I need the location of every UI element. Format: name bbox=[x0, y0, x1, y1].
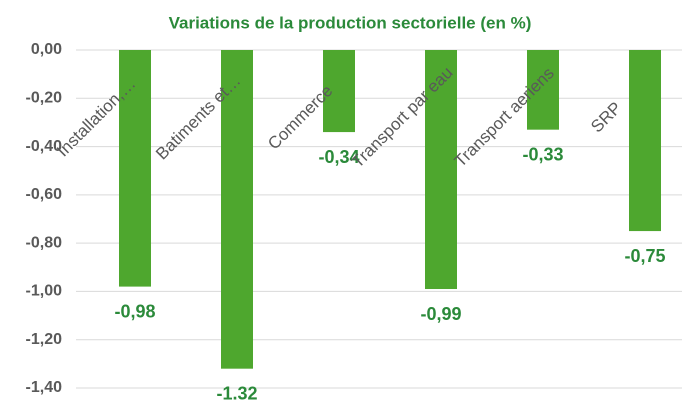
value-label: -0,75 bbox=[624, 246, 665, 266]
chart-title: Variations de la production sectorielle … bbox=[169, 13, 532, 32]
value-label: -0,99 bbox=[420, 304, 461, 324]
bar bbox=[527, 50, 559, 130]
y-tick-label: -0,20 bbox=[26, 90, 63, 107]
y-tick-label: -1,40 bbox=[26, 379, 63, 396]
value-label: -0,33 bbox=[522, 144, 563, 164]
y-tick-label: 0,00 bbox=[31, 41, 62, 58]
value-label: -1.32 bbox=[216, 383, 257, 403]
bar bbox=[323, 50, 355, 133]
y-tick-label: -0,40 bbox=[26, 138, 63, 155]
bar bbox=[221, 50, 253, 369]
y-tick-label: -1,00 bbox=[26, 283, 63, 300]
bar bbox=[425, 50, 457, 290]
x-tick-label: SRP bbox=[587, 98, 625, 136]
bar bbox=[119, 50, 151, 287]
y-tick-label: -0,60 bbox=[26, 186, 63, 203]
y-tick-label: -1,20 bbox=[26, 331, 63, 348]
value-label: -0,98 bbox=[114, 301, 155, 321]
bar bbox=[629, 50, 661, 232]
value-label: -0,34 bbox=[318, 147, 359, 167]
y-tick-label: -0,80 bbox=[26, 234, 63, 251]
